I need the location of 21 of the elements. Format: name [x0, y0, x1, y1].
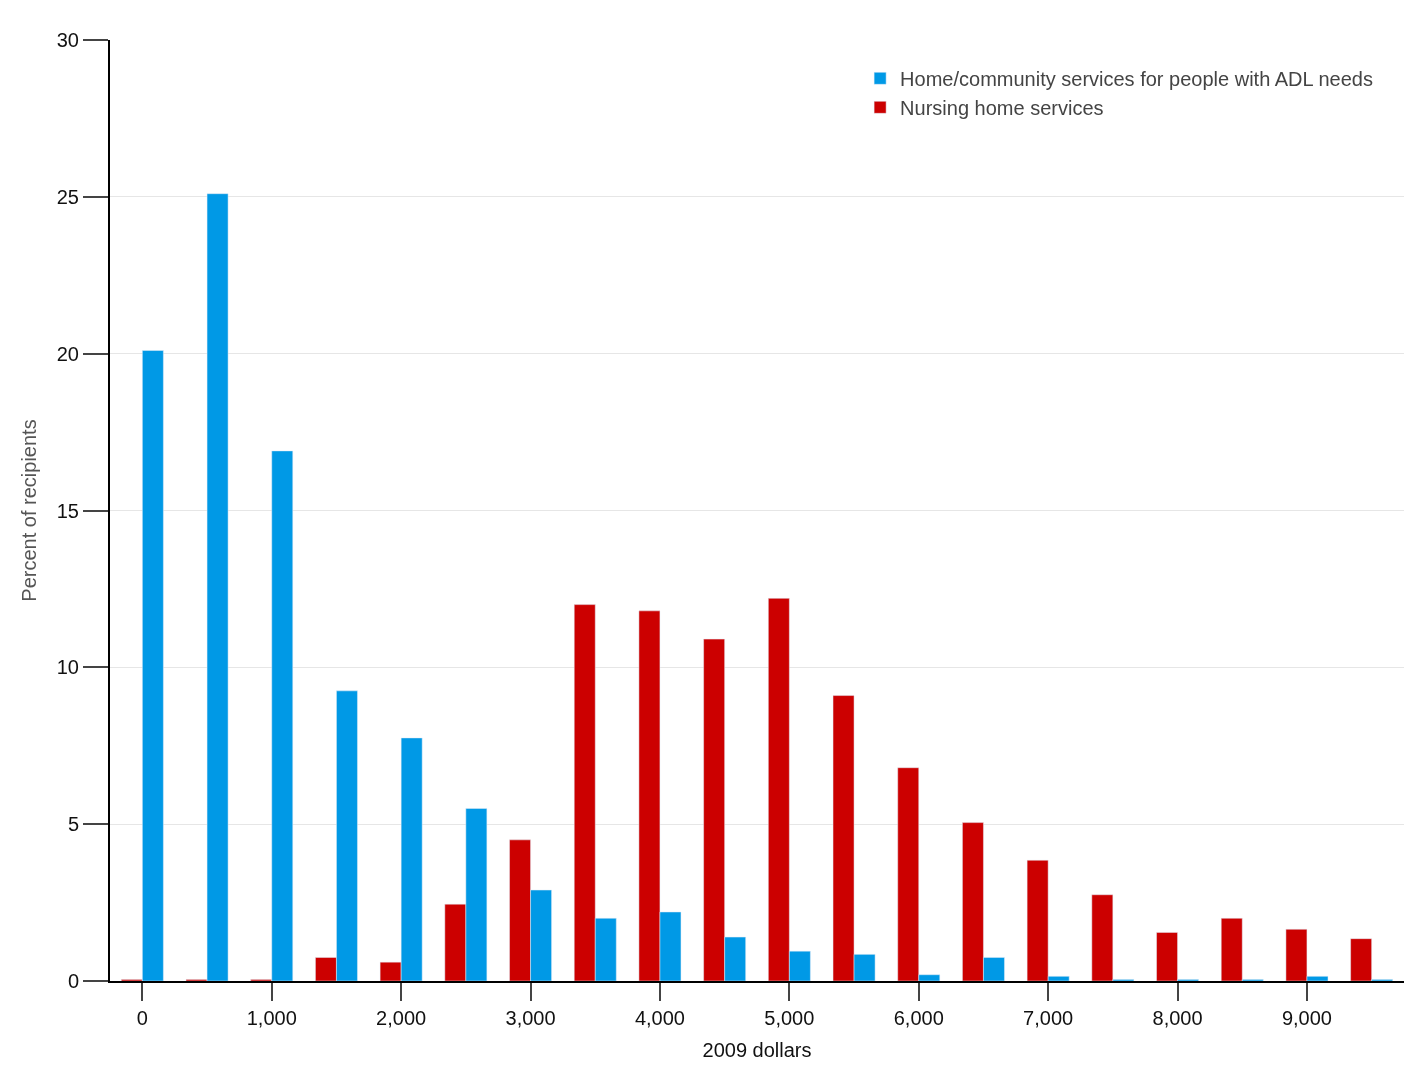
y-tick-label: 5	[67, 813, 79, 836]
y-tick-label: 0	[67, 970, 79, 992]
x-tick-label: 1,000	[246, 1007, 297, 1029]
legend-label: Home/community services for people with ADL needs	[900, 68, 1373, 91]
x-axis-title: 2009 dollars	[702, 1039, 812, 1061]
x-tick-label: 9,000	[1281, 1007, 1332, 1029]
legend-label: Nursing home services	[900, 97, 1104, 120]
x-tick-label: 7,000	[1023, 1007, 1074, 1029]
y-tick-label: 10	[56, 656, 79, 679]
x-tick-label: 6,000	[893, 1007, 944, 1029]
x-tick-label: 4,000	[634, 1007, 685, 1029]
x-tick-label: 2,000	[376, 1007, 427, 1029]
x-tick-label: 8,000	[1152, 1007, 1203, 1029]
x-tick-label: 5,000	[764, 1007, 815, 1029]
y-tick-label: 15	[56, 499, 79, 522]
y-tick-label: 30	[56, 29, 79, 51]
y-axis-title: Percent of recipients	[17, 419, 40, 602]
y-tick-label: 20	[56, 342, 79, 365]
x-tick-label: 3,000	[505, 1007, 556, 1029]
y-tick-label: 25	[56, 185, 79, 208]
x-tick-label: 0	[136, 1007, 148, 1029]
